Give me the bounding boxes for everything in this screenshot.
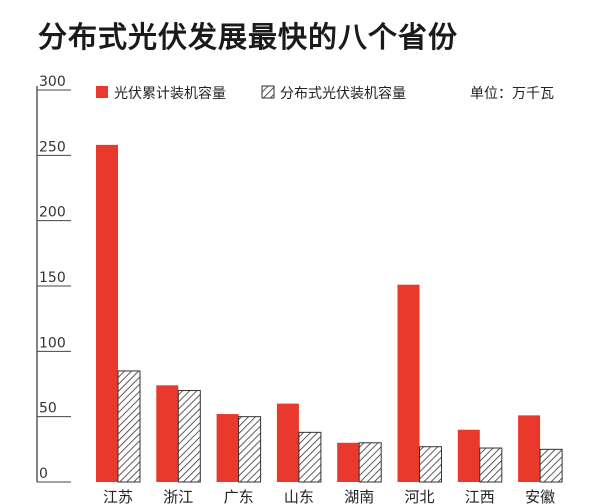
x-category-label: 广东 <box>224 488 254 504</box>
legend-label-cumulative: 光伏累计装机容量 <box>114 85 226 102</box>
bar-cumulative-5 <box>397 284 420 482</box>
bar-distributed-2 <box>238 416 262 483</box>
bar-distributed-5 <box>419 446 442 483</box>
legend-swatch-cumulative <box>96 86 108 98</box>
y-tick-label: 100 <box>39 335 66 351</box>
bar-distributed-6 <box>479 447 503 483</box>
y-tick-label: 0 <box>39 466 48 482</box>
y-tick-label: 200 <box>39 205 66 221</box>
x-category-label: 湖南 <box>344 488 374 504</box>
legend-label-distributed: 分布式光伏装机容量 <box>280 85 406 102</box>
x-category-label: 江苏 <box>103 488 133 504</box>
x-category-label: 山东 <box>284 488 314 504</box>
y-tick-label: 250 <box>39 139 66 155</box>
y-tick-label: 150 <box>39 270 66 286</box>
x-category-label: 浙江 <box>163 488 193 504</box>
bar-cumulative-2 <box>216 414 239 482</box>
bar-cumulative-1 <box>156 385 179 482</box>
bar-distributed-7 <box>539 448 563 483</box>
bar-cumulative-3 <box>276 403 299 482</box>
unit-label: 单位：万千瓦 <box>470 86 554 102</box>
bar-cumulative-6 <box>457 429 480 482</box>
chart-title: 分布式光伏发展最快的八个省份 <box>38 20 459 54</box>
x-category-label: 安徽 <box>525 488 555 504</box>
bar-distributed-4 <box>358 442 382 483</box>
y-tick-label: 300 <box>39 74 66 90</box>
bar-cumulative-4 <box>337 442 360 482</box>
x-category-label: 河北 <box>404 488 434 504</box>
bar-distributed-3 <box>298 431 322 483</box>
y-tick-label: 50 <box>39 401 57 417</box>
bar-cumulative-0 <box>96 144 118 482</box>
legend-swatch-distributed <box>261 85 275 99</box>
bar-cumulative-7 <box>518 415 541 482</box>
bar-distributed-1 <box>177 390 201 483</box>
bar-distributed-0 <box>117 370 141 483</box>
x-category-label: 江西 <box>465 488 495 504</box>
